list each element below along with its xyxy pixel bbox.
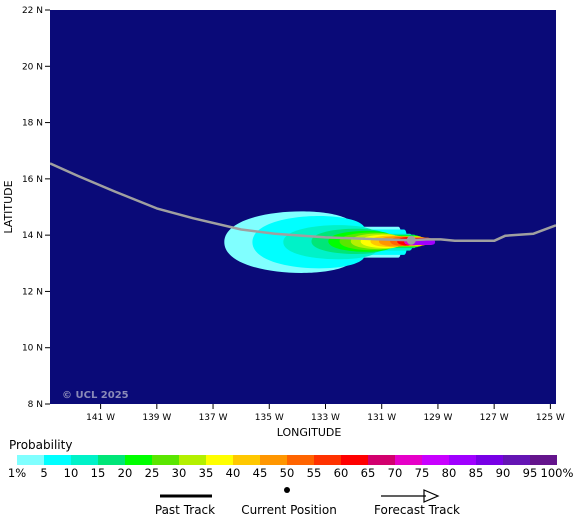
legend-label: 95 (523, 466, 538, 480)
x-tick-label: 129 W (423, 413, 452, 423)
legend-label: 30 (172, 466, 187, 480)
legend-label: 5 (40, 466, 47, 480)
x-axis: 141 W 139 W 137 W 135 W 133 W 131 W 129 W 127 W… (86, 404, 565, 423)
x-tick-label: 131 W (367, 413, 396, 423)
copyright-text: © UCL 2025 (62, 390, 129, 401)
legend-label: 20 (118, 466, 133, 480)
legend-swatch (476, 455, 503, 465)
legend-label: 80 (442, 466, 457, 480)
legend-swatch (287, 455, 314, 465)
x-tick-label: 139 W (142, 413, 171, 423)
legend-swatch (44, 455, 71, 465)
legend-swatch (260, 455, 287, 465)
legend-label: 60 (334, 466, 349, 480)
legend-swatch (233, 455, 260, 465)
legend-swatch (152, 455, 179, 465)
legend-label: 40 (226, 466, 241, 480)
y-tick-label: 20 N (22, 62, 43, 72)
probability-legend-bar (17, 455, 557, 465)
forecast-arrow-icon (423, 489, 440, 503)
x-tick-label: 135 W (255, 413, 284, 423)
legend-swatch (530, 455, 557, 465)
ocean-background (50, 10, 556, 404)
probability-legend-labels: 1% 5 10 15 20 25 30 35 40 45 50 55 60 65 70 75 80 85 90 95 1… (8, 466, 574, 480)
legend-label: 25 (145, 466, 160, 480)
legend-swatch (71, 455, 98, 465)
y-tick-label: 16 N (22, 175, 43, 185)
legend-swatch (503, 455, 530, 465)
past-track-label: Past Track (155, 503, 215, 517)
y-tick-label: 22 N (22, 6, 43, 16)
legend-label: 35 (199, 466, 214, 480)
x-tick-label: 125 W (536, 413, 565, 423)
forecast-track-key: Forecast Track (374, 489, 460, 517)
legend-swatch (206, 455, 233, 465)
current-position-key: Current Position (241, 487, 337, 517)
past-track-key: Past Track (155, 494, 215, 517)
legend-label: 65 (361, 466, 376, 480)
legend-swatch (368, 455, 395, 465)
x-tick-label: 127 W (480, 413, 509, 423)
y-tick-label: 12 N (22, 287, 43, 297)
legend-label: 75 (415, 466, 430, 480)
legend-swatch (395, 455, 422, 465)
x-tick-label: 137 W (199, 413, 228, 423)
legend-label: 50 (280, 466, 295, 480)
current-position-label: Current Position (241, 503, 337, 517)
legend-swatch (314, 455, 341, 465)
y-axis: 8 N 10 N 12 N 14 N 16 N 18 N 20 N 22 N (22, 6, 50, 410)
map-plot: © UCL 2025 (50, 10, 556, 404)
legend-swatch (422, 455, 449, 465)
legend-label: 100% (541, 466, 574, 480)
current-position-marker (406, 235, 416, 245)
legend-swatch (98, 455, 125, 465)
legend-label: 70 (388, 466, 403, 480)
legend-label: 85 (469, 466, 484, 480)
legend-swatch (17, 455, 44, 465)
x-axis-title: LONGITUDE (277, 426, 342, 439)
storm-track-line (50, 162, 556, 243)
legend-label: 45 (253, 466, 268, 480)
y-tick-label: 18 N (22, 119, 43, 129)
forecast-track-label: Forecast Track (374, 503, 460, 517)
legend-swatch (341, 455, 368, 465)
x-tick-label: 133 W (311, 413, 340, 423)
legend-title: Probability (9, 438, 73, 452)
y-axis-title: LATITUDE (2, 180, 15, 233)
legend-label: 1% (8, 466, 26, 480)
legend-label: 55 (307, 466, 322, 480)
legend-swatch (179, 455, 206, 465)
y-tick-label: 8 N (28, 400, 43, 410)
legend-label: 10 (64, 466, 79, 480)
legend-label: 15 (91, 466, 106, 480)
y-tick-label: 10 N (22, 344, 43, 354)
legend-swatch (449, 455, 476, 465)
current-position-dot (284, 487, 290, 493)
y-tick-label: 14 N (22, 231, 43, 241)
x-tick-label: 141 W (86, 413, 115, 423)
legend-swatch (125, 455, 152, 465)
legend-label: 90 (496, 466, 511, 480)
